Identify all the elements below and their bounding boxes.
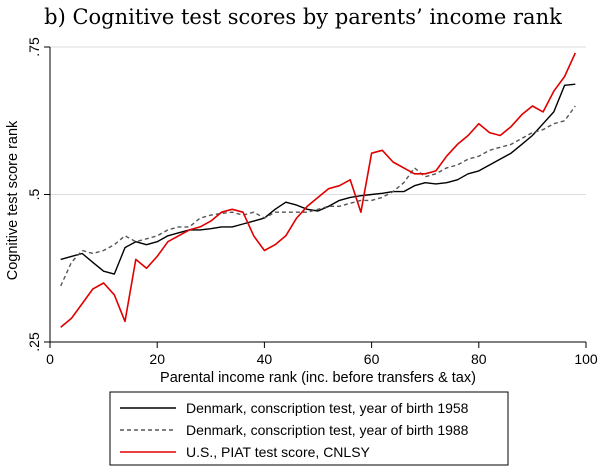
legend-label-0: Denmark, conscription test, year of birt…: [186, 400, 469, 416]
chart-title: b) Cognitive test scores by parents’ inc…: [44, 5, 562, 29]
x-axis-title: Parental income rank (inc. before transf…: [160, 370, 476, 386]
x-tick-label-0: 0: [46, 351, 54, 367]
legend: Denmark, conscription test, year of birt…: [109, 391, 509, 466]
y-axis-title: Cognitive test score rank: [5, 120, 21, 280]
plot-area: 0 20 40 60 80 100 .25 .5 .75 Parental income rank…: [5, 37, 598, 386]
x-tick-label-3: 60: [364, 351, 380, 367]
y-tick-label-1: .5: [26, 188, 42, 200]
series-line-1: [60, 105, 576, 287]
x-tick-label-1: 20: [149, 351, 165, 367]
legend-box: [109, 391, 509, 466]
y-tick-label-2: .75: [26, 37, 42, 57]
x-tick-label-4: 80: [471, 351, 487, 367]
x-tick-label-5: 100: [574, 351, 598, 367]
legend-label-2: U.S., PIAT test score, CNLSY: [186, 444, 371, 460]
series-line-0: [60, 83, 576, 275]
legend-label-1: Denmark, conscription test, year of birt…: [186, 422, 469, 438]
x-tick-label-2: 40: [257, 351, 273, 367]
y-tick-label-0: .25: [26, 332, 42, 352]
series-line-2: [60, 52, 577, 328]
